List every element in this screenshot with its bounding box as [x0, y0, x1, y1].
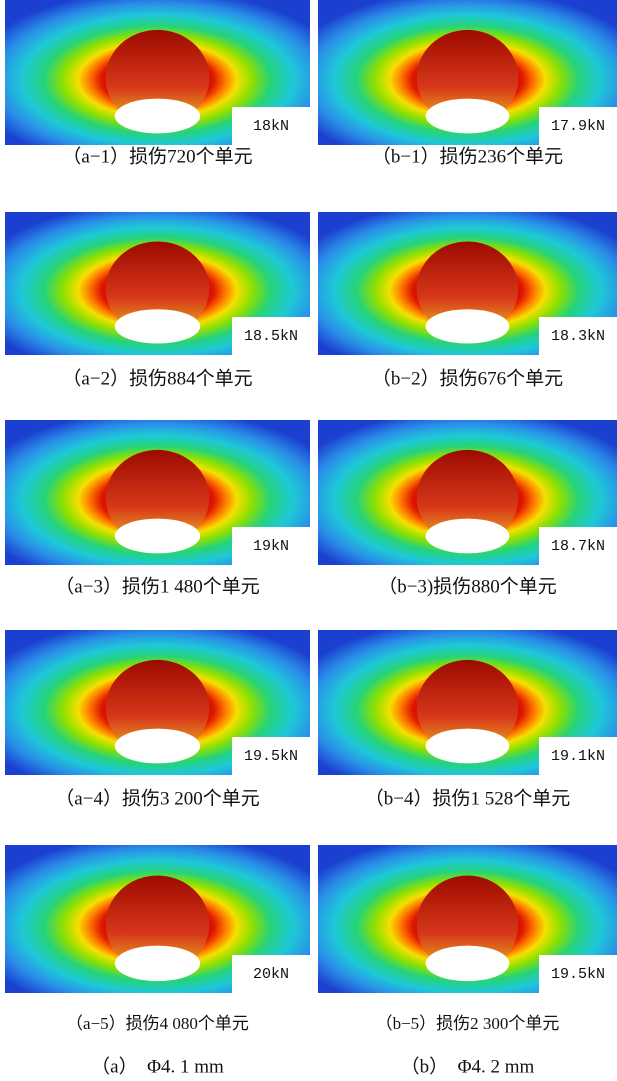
panel-caption: （a−2）损伤884个单元: [62, 367, 252, 389]
damage-zone: [416, 241, 519, 336]
load-box: [232, 737, 310, 775]
column-caption: （b） Φ4. 2 mm: [401, 1055, 535, 1077]
damage-zone: [416, 29, 519, 126]
load-label: 19kN: [253, 538, 289, 555]
load-box: [232, 955, 310, 993]
load-box: [539, 527, 617, 565]
load-box: [539, 955, 617, 993]
damage-zone: [105, 449, 210, 546]
load-box: [539, 317, 617, 355]
load-box: [539, 737, 617, 775]
damage-zone: [105, 29, 210, 126]
load-label: 20kN: [253, 966, 289, 983]
load-label: 18.7kN: [551, 538, 605, 555]
hole: [425, 945, 510, 982]
damage-zone: [416, 449, 519, 546]
hole: [114, 309, 201, 344]
panel-caption: （a−5）损伤4 080个单元: [66, 1014, 249, 1033]
damage-zone: [416, 659, 519, 756]
hole: [425, 309, 510, 344]
load-label: 17.9kN: [551, 118, 605, 135]
hole: [114, 728, 201, 764]
column-caption: （a） Φ4. 1 mm: [91, 1055, 224, 1077]
panel-caption: （a−3）损伤1 480个单元: [55, 575, 259, 597]
load-label: 19.5kN: [551, 966, 605, 983]
hole: [114, 518, 201, 554]
panel-caption: （b−2）损伤676个单元: [372, 367, 563, 389]
load-label: 18kN: [253, 118, 289, 135]
damage-zone: [416, 875, 519, 974]
load-box: [232, 527, 310, 565]
panel-caption: （a−1）损伤720个单元: [62, 145, 252, 167]
load-label: 19.5kN: [244, 748, 298, 765]
load-label: 18.3kN: [551, 328, 605, 345]
hole: [425, 518, 510, 554]
load-label: 18.5kN: [244, 328, 298, 345]
damage-zone: [105, 659, 210, 756]
load-box: [232, 317, 310, 355]
hole: [425, 728, 510, 764]
hole: [114, 945, 201, 982]
damage-zone: [105, 875, 210, 974]
load-box: [232, 107, 310, 145]
panel-caption: （b−1）损伤236个单元: [372, 145, 563, 167]
load-box: [539, 107, 617, 145]
panel-caption: （b−4）损伤1 528个单元: [365, 787, 570, 809]
hole: [114, 98, 201, 134]
hole: [425, 98, 510, 134]
load-label: 19.1kN: [551, 748, 605, 765]
damage-zone: [105, 241, 210, 336]
panel-caption: （b−3)损伤880个单元: [378, 575, 557, 597]
panel-caption: （a−4）损伤3 200个单元: [55, 787, 259, 809]
panel-caption: （b−5）损伤2 300个单元: [376, 1014, 560, 1033]
